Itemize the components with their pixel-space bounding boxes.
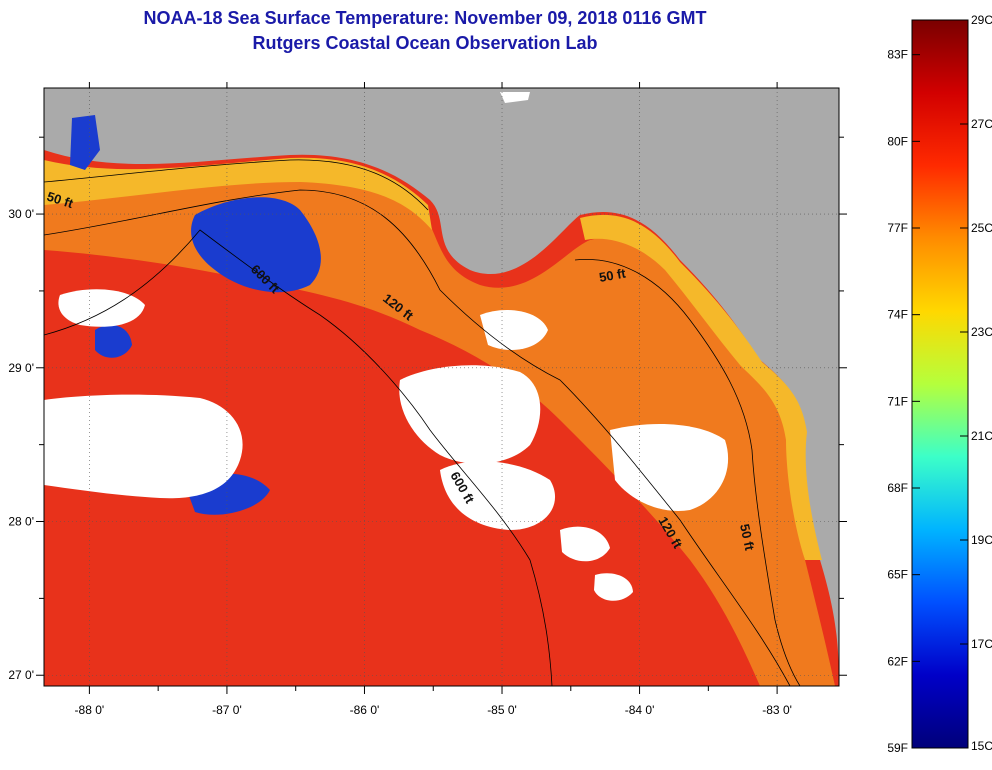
map-plot-area — [44, 88, 839, 686]
contour-600ft — [44, 229, 553, 686]
colorbar-c-label: 27C — [971, 117, 992, 131]
map-subtitle: Rutgers Coastal Ocean Observation Lab — [252, 33, 598, 53]
lon-tick-label: -85 0' — [487, 703, 517, 717]
colorbar-c-label: 21C — [971, 429, 992, 443]
colorbar-f-label: 65F — [887, 568, 908, 582]
contour-50ft-east — [574, 258, 801, 686]
colorbar-f-label: 77F — [887, 221, 908, 235]
colorbar-c-label: 23C — [971, 325, 992, 339]
cloud-mass-east — [610, 424, 729, 511]
colorbar-f-label: 74F — [887, 308, 908, 322]
colorbar-c-label: 17C — [971, 637, 992, 651]
colorbar-f-label: 83F — [887, 48, 908, 62]
colorbar-f-label: 62F — [887, 654, 908, 668]
contour-label-50ft-east: 50 ft — [737, 523, 757, 553]
cloud-patch-nw — [58, 289, 145, 327]
colorbar-f-label: 68F — [887, 481, 908, 495]
colorbar-c-label: 25C — [971, 221, 992, 235]
colorbar-f-label: 80F — [887, 134, 908, 148]
colorbar-f-label: 71F — [887, 394, 908, 408]
colorbar-c-label: 19C — [971, 533, 992, 547]
colorbar-c-label: 29C — [971, 13, 992, 27]
lat-tick-label: 28 0' — [8, 515, 34, 529]
colorbar-celsius-labels: 29C 27C 25C 23C 21C 19C 17C 15C — [960, 13, 992, 753]
contour-label-50ft-bigbend: 50 ft — [598, 265, 628, 285]
lon-tick-label: -84 0' — [625, 703, 655, 717]
map-frame — [43, 87, 840, 687]
lon-tick-label: -86 0' — [350, 703, 380, 717]
map-title: NOAA-18 Sea Surface Temperature: Novembe… — [143, 8, 707, 28]
latitude-axis: 30 0' 29 0' 28 0' 27 0' — [8, 136, 847, 682]
florida-coastal-band — [580, 214, 822, 560]
contour-50ft-west — [44, 159, 429, 211]
lon-tick-label: -83 0' — [762, 703, 792, 717]
colorbar-f-label: 59F — [887, 741, 908, 755]
lon-tick-label: -87 0' — [212, 703, 242, 717]
colorbar-c-label: 15C — [971, 739, 992, 753]
shelf-water — [44, 164, 835, 686]
lat-tick-label: 29 0' — [8, 361, 34, 375]
coastal-band — [44, 157, 432, 230]
map-graticule — [44, 88, 839, 686]
longitude-axis: -88 0' -87 0' -86 0' -85 0' -84 0' -83 0' — [75, 82, 792, 717]
cold-water-patch-mobile-bay — [70, 115, 100, 170]
cold-water-patch-west — [95, 325, 132, 358]
lat-tick-label: 27 0' — [8, 668, 34, 682]
cloud-patch-south-1 — [560, 526, 610, 562]
lat-tick-label: 30 0' — [8, 207, 34, 221]
cloud-mass-south-central — [440, 461, 556, 530]
cold-water-patch-north — [191, 197, 321, 293]
cloud-mass-central — [399, 365, 541, 464]
colorbar — [911, 19, 969, 749]
cloud-speck-land — [500, 92, 530, 103]
cloud-mass-west — [44, 394, 243, 499]
cloud-patch-south-2 — [594, 573, 633, 601]
contour-120ft — [44, 189, 791, 686]
colorbar-fahrenheit-labels: 83F 80F 77F 74F 71F 68F 65F 62F 59F — [887, 48, 920, 755]
lon-tick-label: -88 0' — [75, 703, 105, 717]
